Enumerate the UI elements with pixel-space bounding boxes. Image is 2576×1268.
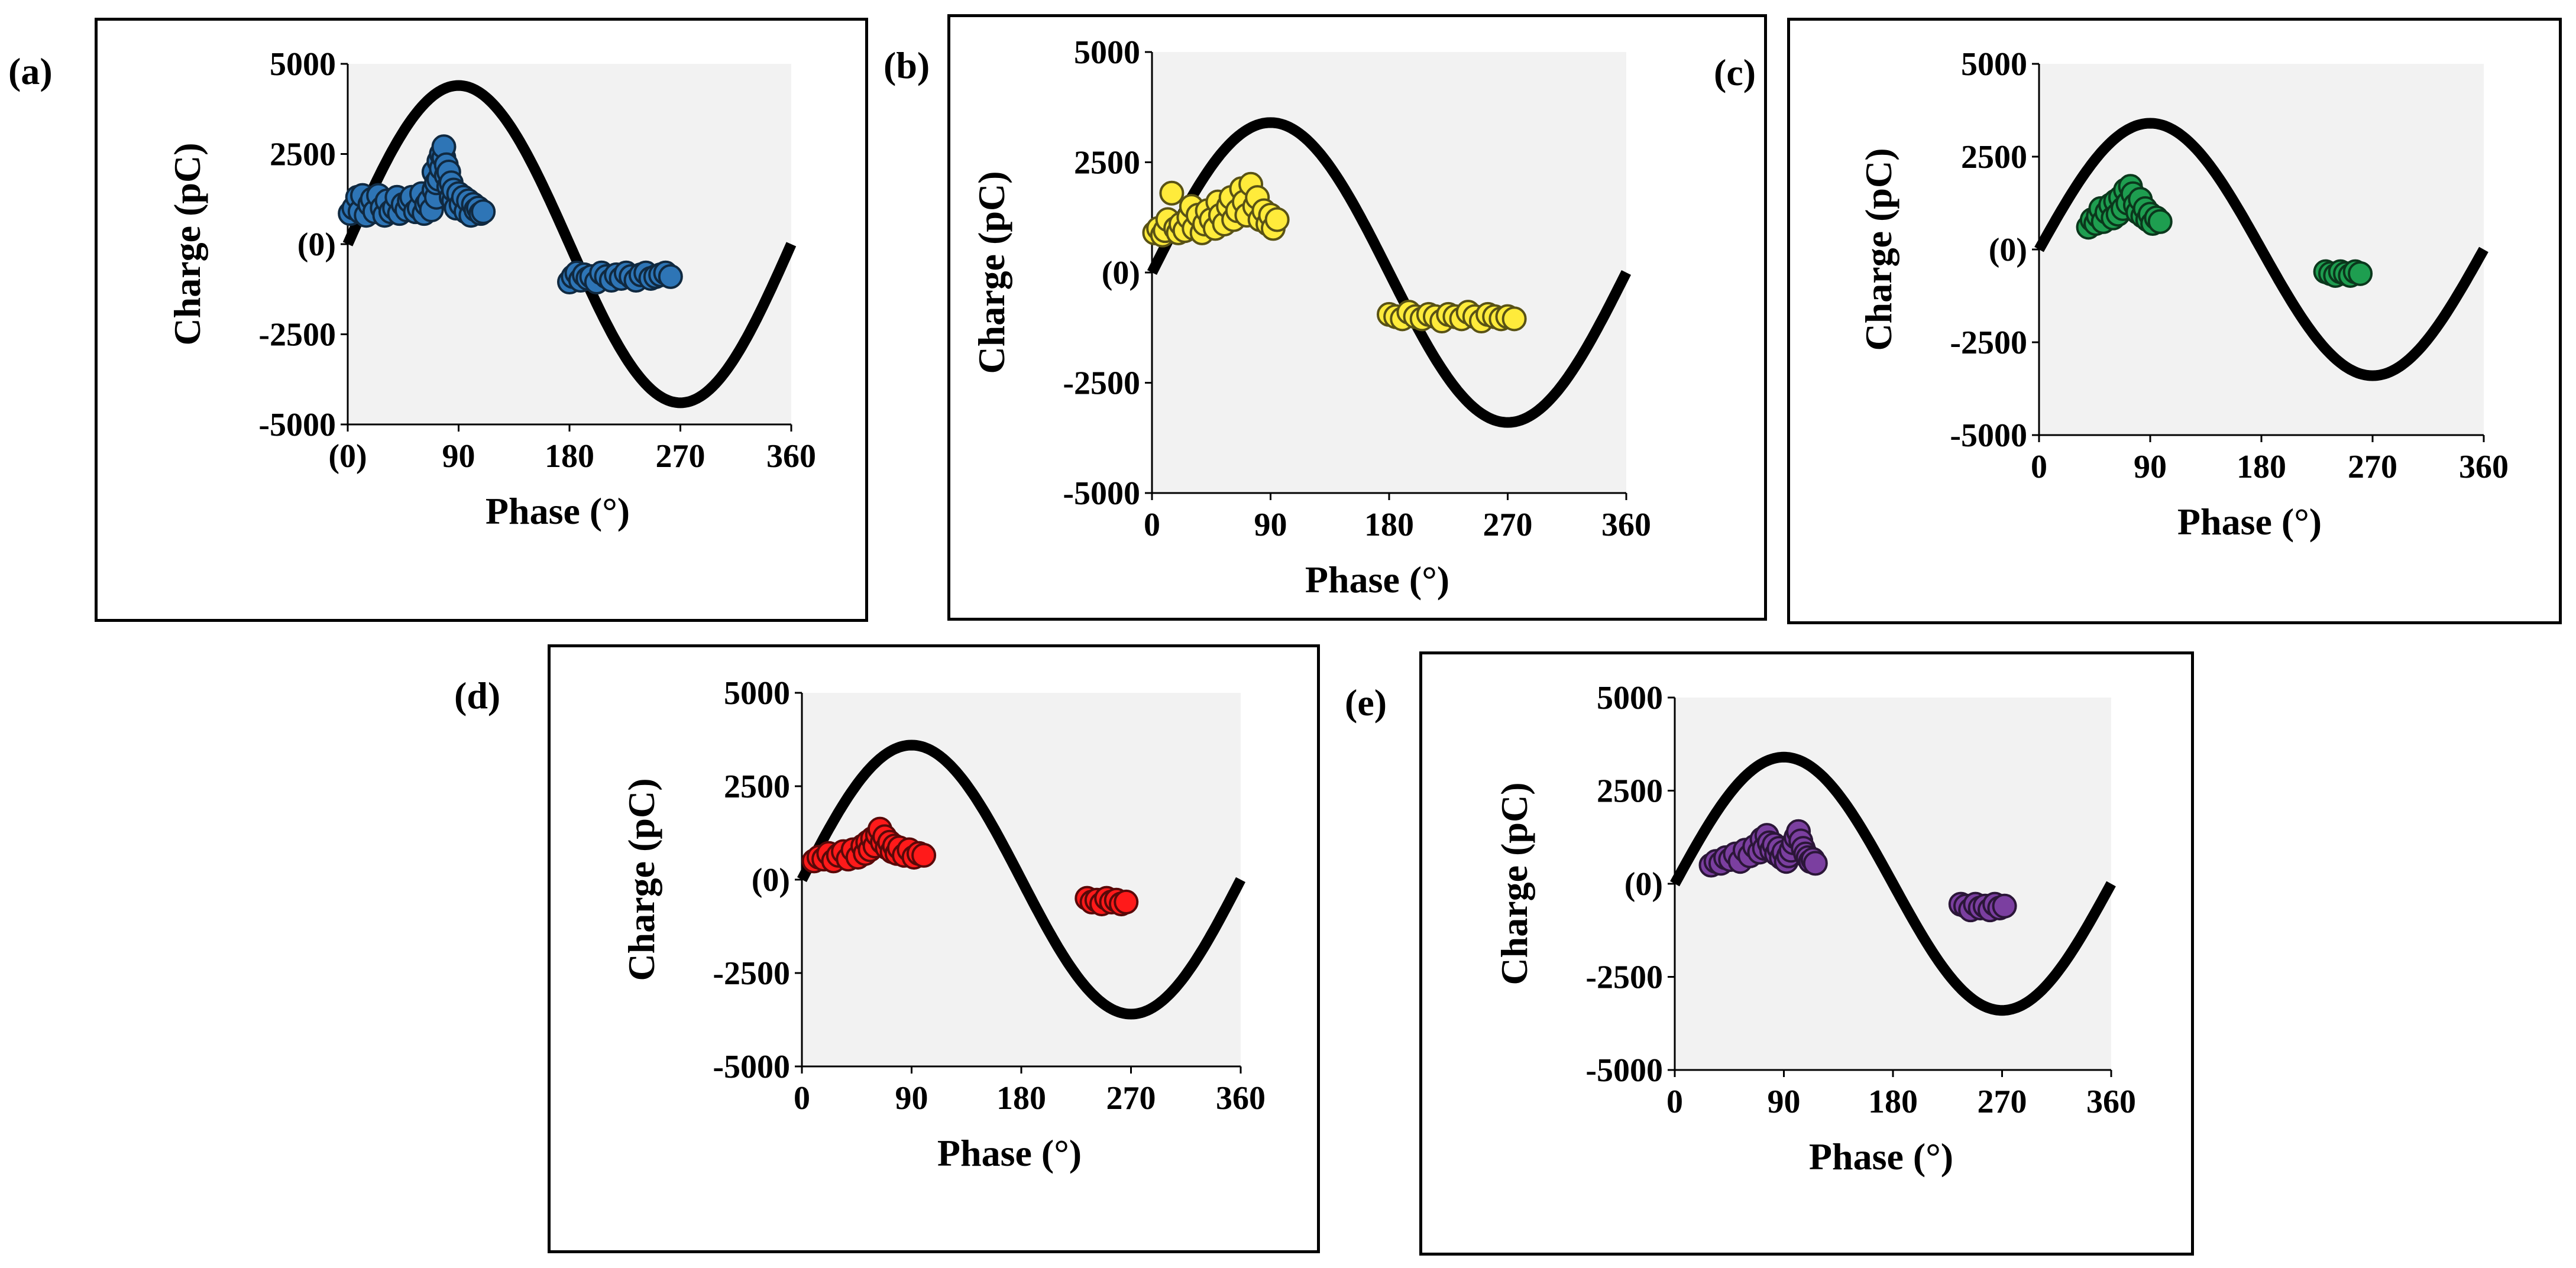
chart-a-data-point (658, 264, 683, 289)
chart-d-y-tick-label: (0) (752, 862, 790, 899)
chart-c-data-point (2348, 261, 2373, 286)
chart-e-data-point (1992, 893, 2017, 919)
chart-e-y-tick-label: 2500 (1597, 773, 1663, 810)
chart-b-y-tick-label: -5000 (1063, 475, 1140, 512)
chart-a-x-axis-title: Phase (°) (486, 490, 630, 532)
chart-a-y-tick-label: 5000 (270, 46, 336, 83)
chart-d-data-point (1114, 889, 1139, 914)
chart-b-y-tick-label: 5000 (1074, 34, 1140, 71)
chart-a-x-tick-label: (0) (328, 438, 367, 475)
chart-a-x-tick-label: 180 (545, 438, 594, 475)
panel-c-letter: (c) (1714, 51, 1756, 93)
chart-c-sine-curve (2034, 118, 2488, 381)
chart-d-x-tick-label: 270 (1106, 1080, 1156, 1117)
chart-c-x-tick-label: 270 (2348, 449, 2397, 485)
panel-b-letter: (b) (884, 44, 930, 86)
panel-e-letter: (e) (1345, 682, 1387, 724)
chart-a-x-tick-label: 270 (656, 438, 706, 475)
chart-c-y-tick-label: 2500 (1961, 139, 2027, 176)
chart-e-x-tick-label: 180 (1868, 1084, 1918, 1120)
panel-d-letter: (d) (454, 674, 501, 716)
chart-b-data-point (1159, 180, 1185, 206)
chart-c-x-axis-title: Phase (°) (2177, 501, 2322, 543)
chart-b-data-point (1264, 207, 1290, 232)
chart-d-y-tick-label: 5000 (724, 675, 790, 712)
chart-d-data-point (911, 842, 937, 868)
chart-e-x-tick-label: 360 (2086, 1084, 2136, 1120)
chart-e-x-tick-label: 270 (1978, 1084, 2027, 1120)
panel-a-letter: (a) (8, 50, 53, 92)
chart-c-x-tick-label: 180 (2237, 449, 2286, 485)
chart-b-y-axis-title: Charge (pC) (970, 171, 1012, 374)
chart-e-y-tick-label: -5000 (1585, 1052, 1663, 1089)
chart-b-y-tick-label: 2500 (1074, 145, 1140, 181)
chart-d-x-tick-label: 360 (1216, 1080, 1266, 1117)
chart-b-x-tick-label: 0 (1144, 507, 1160, 543)
chart-a-y-tick-label: -2500 (258, 317, 336, 354)
chart-c-y-tick-label: 5000 (1961, 46, 2027, 83)
chart-e-x-axis-title: Phase (°) (1809, 1136, 1953, 1178)
chart-e-y-tick-label: (0) (1624, 866, 1663, 903)
chart-b-x-tick-label: 270 (1483, 507, 1533, 543)
chart-e-data-point (1802, 851, 1828, 876)
chart-d-y-axis-title: Charge (pC) (620, 778, 662, 981)
chart-a-y-tick-label: (0) (297, 226, 336, 263)
chart-c-y-tick-label: (0) (1989, 232, 2027, 268)
chart-d-x-tick-label: 90 (895, 1080, 928, 1117)
chart-d-sine-curve (797, 740, 1245, 1020)
chart-c-x-tick-label: 360 (2459, 449, 2509, 485)
chart-a-data-point (471, 199, 496, 225)
chart-c-x-tick-label: 0 (2031, 449, 2047, 485)
chart-b-x-tick-label: 180 (1364, 507, 1414, 543)
chart-a-y-axis-title: Charge (pC) (166, 142, 208, 345)
chart-e-x-tick-label: 90 (1768, 1084, 1801, 1120)
chart-b-y-tick-label: -2500 (1063, 365, 1140, 402)
chart-a-x-tick-label: 360 (766, 438, 816, 475)
chart-d-y-tick-label: 2500 (724, 768, 790, 805)
chart-a-y-tick-label: 2500 (270, 137, 336, 173)
chart-e-y-tick-label: 5000 (1597, 680, 1663, 716)
chart-b-y-tick-label: (0) (1102, 255, 1140, 291)
chart-d-x-axis-title: Phase (°) (937, 1132, 1082, 1174)
chart-a-y-tick-label: -5000 (258, 407, 336, 443)
chart-e-sine-curve (1670, 751, 2116, 1016)
chart-b-data-point (1501, 306, 1527, 332)
chart-c-y-tick-label: -2500 (1950, 325, 2027, 361)
chart-d-y-tick-label: -5000 (713, 1049, 790, 1085)
chart-e-y-axis-title: Charge (pC) (1493, 782, 1535, 985)
chart-d-x-tick-label: 0 (794, 1080, 810, 1117)
chart-a-sine-curve (342, 80, 797, 408)
chart-b-x-tick-label: 90 (1254, 507, 1287, 543)
chart-d-x-tick-label: 180 (996, 1080, 1046, 1117)
chart-c-data-point (2147, 209, 2173, 234)
chart-b-x-tick-label: 360 (1601, 507, 1651, 543)
chart-e-y-tick-label: -2500 (1585, 959, 1663, 996)
chart-d-y-tick-label: -2500 (713, 955, 790, 992)
chart-b-x-axis-title: Phase (°) (1305, 559, 1449, 601)
chart-e-x-tick-label: 0 (1666, 1084, 1683, 1120)
chart-c-y-tick-label: -5000 (1950, 417, 2027, 454)
chart-a-x-tick-label: 90 (442, 438, 475, 475)
chart-c-x-tick-label: 90 (2134, 449, 2167, 485)
chart-b-sine-curve (1147, 117, 1632, 428)
chart-c-y-axis-title: Charge (pC) (1857, 148, 1899, 351)
